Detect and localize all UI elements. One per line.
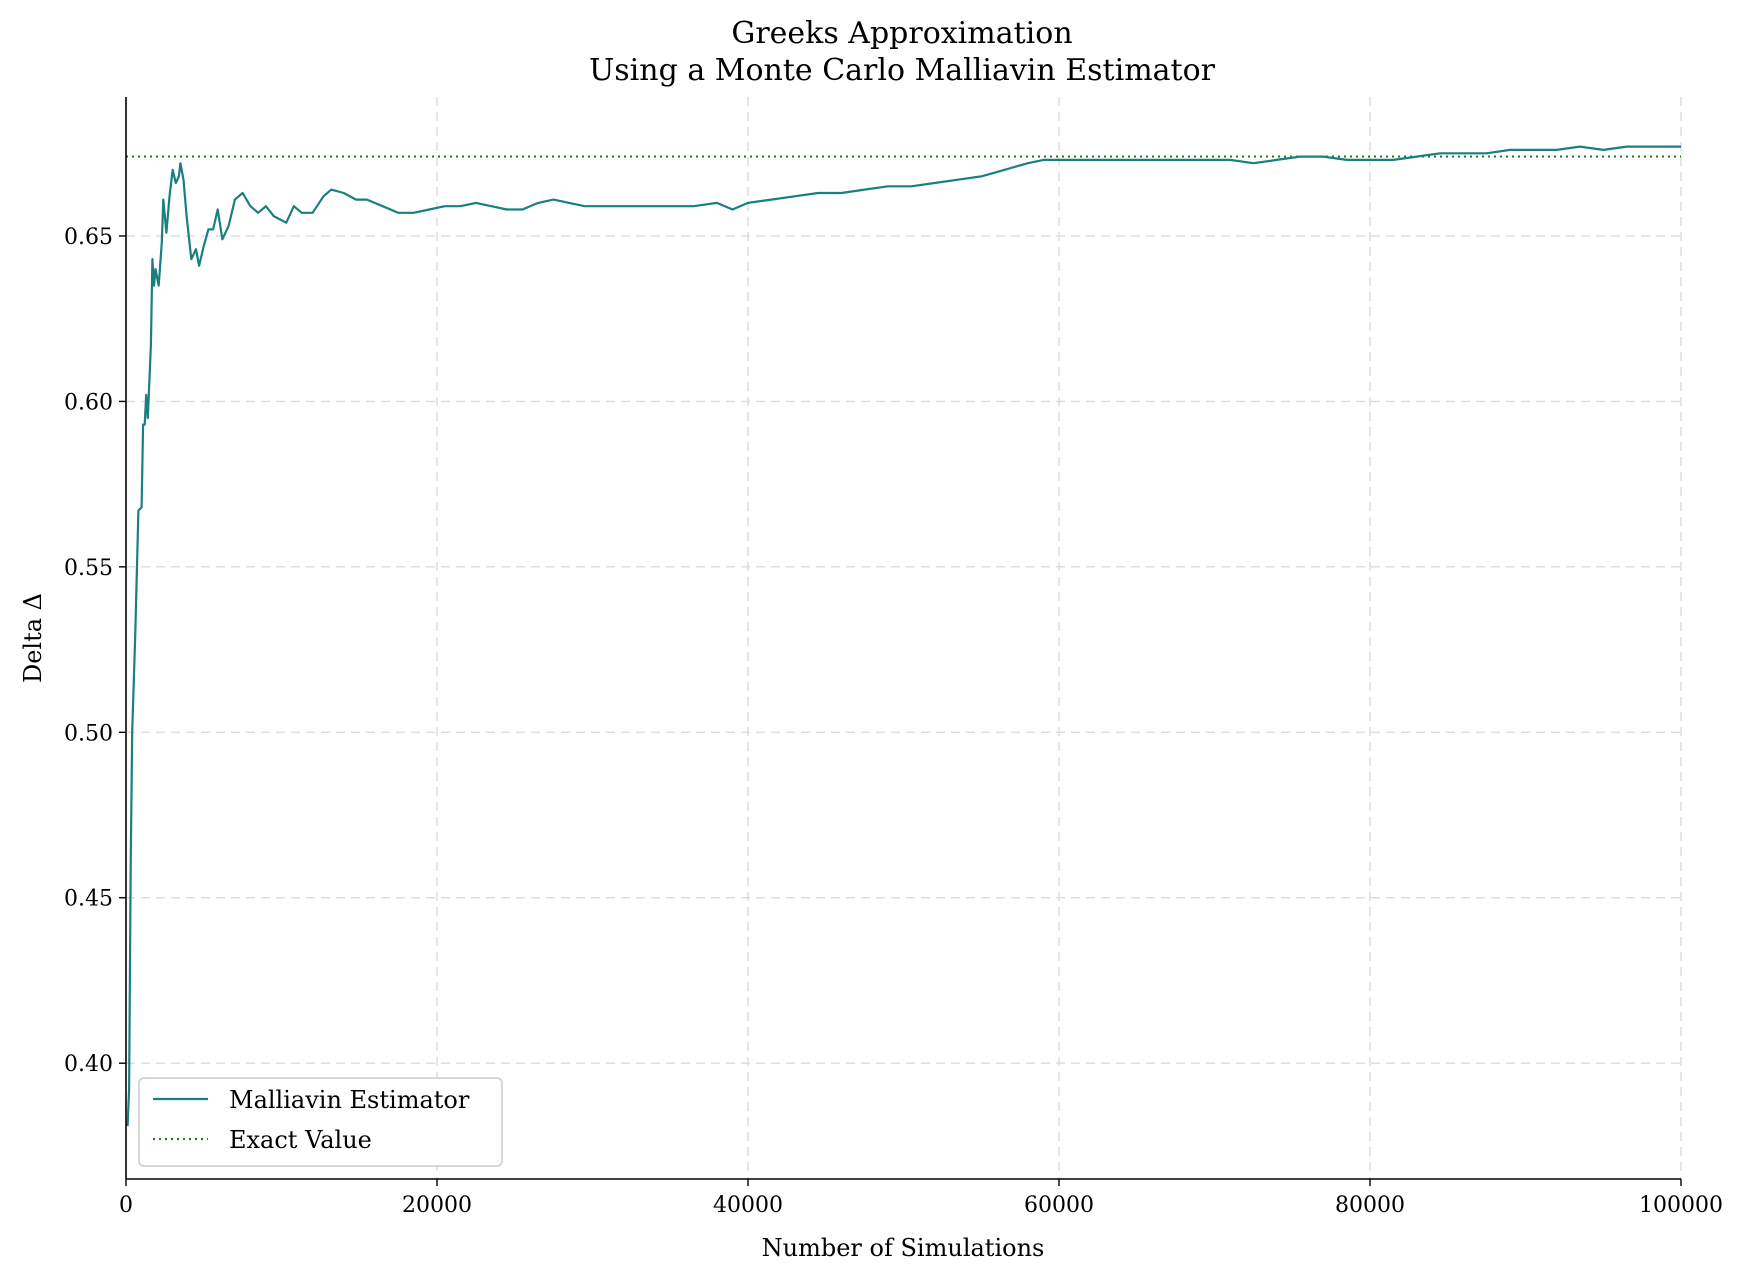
y-tick-label: 0.50: [64, 721, 113, 746]
x-tick-label: 80000: [1335, 1193, 1405, 1218]
legend: Malliavin Estimator Exact Value: [138, 1077, 503, 1167]
x-axis-ticks: 0 20000 40000 60000 80000 100000: [119, 1179, 1723, 1218]
x-tick-label: 40000: [713, 1193, 783, 1218]
legend-label-malliavin: Malliavin Estimator: [229, 1086, 470, 1114]
x-tick-label: 60000: [1024, 1193, 1094, 1218]
x-tick-label: 20000: [402, 1193, 472, 1218]
legend-label-exact: Exact Value: [229, 1126, 372, 1154]
plot-series: [126, 145, 1681, 1127]
chart-title-line-1: Greeks Approximation: [731, 16, 1072, 51]
y-tick-label: 0.40: [64, 1052, 113, 1077]
legend-box: [138, 1077, 503, 1167]
x-tick-label: 100000: [1639, 1193, 1723, 1218]
y-axis-label: Delta Δ: [19, 593, 47, 683]
x-axis-label: Number of Simulations: [762, 1234, 1045, 1262]
x-tick-label: 0: [119, 1193, 133, 1218]
grid-lines: [126, 97, 1682, 1179]
y-tick-label: 0.55: [64, 556, 113, 581]
y-tick-label: 0.45: [64, 887, 113, 912]
y-tick-label: 0.60: [64, 390, 113, 415]
y-axis-ticks: 0.40 0.45 0.50 0.55 0.60 0.65: [64, 225, 126, 1077]
y-tick-label: 0.65: [64, 225, 113, 250]
chart-title-line-2: Using a Monte Carlo Malliavin Estimator: [589, 53, 1216, 88]
series-line-malliavin-estimator: [126, 145, 1681, 1127]
